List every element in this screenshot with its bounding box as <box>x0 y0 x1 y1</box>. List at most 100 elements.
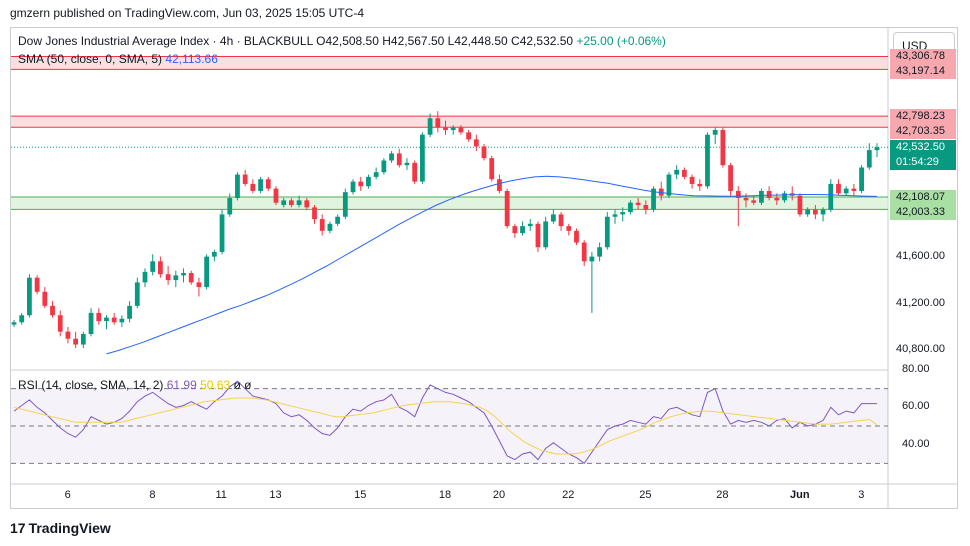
candle-down <box>50 305 55 316</box>
candle-up <box>712 130 718 135</box>
time-tick-label: Jun <box>790 489 810 501</box>
candle-down <box>73 338 79 345</box>
candle-up <box>527 223 533 227</box>
tradingview-logo-icon: 17 <box>10 520 26 536</box>
rsi-legend: RSI (14, close, SMA, 14, 2) 61.99 50.63 … <box>18 378 252 392</box>
candle-up <box>181 273 186 276</box>
candle-up <box>327 223 333 231</box>
candle-up <box>843 188 849 194</box>
tradingview-logo[interactable]: 17 TradingView <box>10 520 111 536</box>
price-tag: 42,798.23 <box>890 108 956 124</box>
price-tick-label: 41,600.00 <box>896 249 945 262</box>
candle-down <box>265 179 271 189</box>
rsi-label[interactable]: RSI (14, close, SMA, 14, 2) <box>18 378 164 392</box>
rsi-value: 61.99 <box>166 378 197 392</box>
candle-up <box>782 193 787 201</box>
candle-up <box>859 167 864 191</box>
price-tag: 01:54:29 <box>890 154 956 170</box>
candle-down <box>57 315 63 332</box>
candle-down <box>558 214 564 227</box>
candle-down <box>720 130 726 166</box>
candle-up <box>628 202 633 213</box>
rsi-tick-label: 40.00 <box>902 437 930 450</box>
candle-up <box>350 181 356 193</box>
candle-up <box>404 162 410 166</box>
candle-down <box>466 132 472 140</box>
time-tick-label: 20 <box>492 489 506 501</box>
candle-up <box>620 212 626 215</box>
candle-up <box>597 247 602 257</box>
candle-down <box>435 118 441 128</box>
candle-up <box>150 261 156 272</box>
low-value: L42,448.50 <box>447 34 508 48</box>
candle-up <box>674 169 680 175</box>
price-tick-label: 40,800.00 <box>896 343 945 356</box>
candle-up <box>296 200 302 206</box>
candle-up <box>389 153 394 161</box>
rsi-band-fill <box>11 388 888 464</box>
candle-up <box>258 179 263 191</box>
time-tick-label: 28 <box>716 489 729 501</box>
main-legend: Dow Jones Industrial Average Index · 4h … <box>18 34 666 48</box>
time-tick-label: 3 <box>858 489 865 501</box>
candle-up <box>820 209 826 215</box>
time-tick-label: 11 <box>215 489 227 501</box>
time-tick-label: 18 <box>438 489 452 501</box>
rsi-sma-line <box>13 397 878 455</box>
candle-down <box>34 277 40 292</box>
rsi-tick-label: 60.00 <box>902 400 930 413</box>
candle-down <box>735 190 741 198</box>
candle-down <box>574 230 579 243</box>
candle-up <box>227 198 233 215</box>
candle-up <box>104 317 109 322</box>
resistance-zone <box>11 56 888 70</box>
candle-up <box>589 256 595 262</box>
candle-down <box>473 139 479 147</box>
candle-up <box>211 251 217 257</box>
time-tick-label: 13 <box>269 489 282 501</box>
candle-up <box>219 214 225 252</box>
sma-legend: SMA (50, close, 0, SMA, 5) 42,113.66 <box>18 52 218 66</box>
candle-up <box>759 190 764 203</box>
candle-down <box>581 242 587 262</box>
candle-down <box>643 205 649 210</box>
support-zone <box>11 197 888 210</box>
candle-up <box>874 147 880 151</box>
candle-up <box>373 172 379 177</box>
rsi-zero-icon: ø <box>244 378 252 392</box>
candle-up <box>705 134 710 187</box>
candle-down <box>774 198 780 201</box>
rsi-line <box>13 380 877 465</box>
candle-up <box>828 183 834 210</box>
rsi-sma-value: 50.63 <box>200 378 231 392</box>
rsi-tick-label: 80.00 <box>902 363 930 375</box>
chart-frame <box>10 27 958 509</box>
sma-line <box>106 175 878 355</box>
candle-down <box>489 158 495 180</box>
close-value: C42,532.50 <box>511 34 574 48</box>
resistance-zone <box>11 116 888 128</box>
candle-up <box>342 192 348 217</box>
candle-up <box>335 216 341 224</box>
candle-down <box>797 195 803 215</box>
candle-down <box>358 181 364 187</box>
candle-down <box>751 200 757 203</box>
sma-label[interactable]: SMA (50, close, 0, SMA, 5) <box>18 52 163 66</box>
candle-up <box>612 214 618 217</box>
candle-down <box>273 188 279 203</box>
price-tick-label: 41,200.00 <box>896 296 945 309</box>
candle-down <box>681 169 687 177</box>
candle-down <box>689 176 695 184</box>
candle-down <box>481 146 487 159</box>
candle-down <box>111 317 117 323</box>
price-tag: 43,197.14 <box>890 64 956 79</box>
price-tag: 42,003.33 <box>890 204 956 220</box>
symbol-label[interactable]: Dow Jones Industrial Average Index · 4h … <box>18 34 313 48</box>
candle-up <box>366 176 371 187</box>
candle-down <box>443 127 448 130</box>
candle-up <box>419 134 425 182</box>
candle-down <box>728 165 733 191</box>
candle-down <box>504 190 510 227</box>
time-tick-label: 22 <box>562 489 575 501</box>
